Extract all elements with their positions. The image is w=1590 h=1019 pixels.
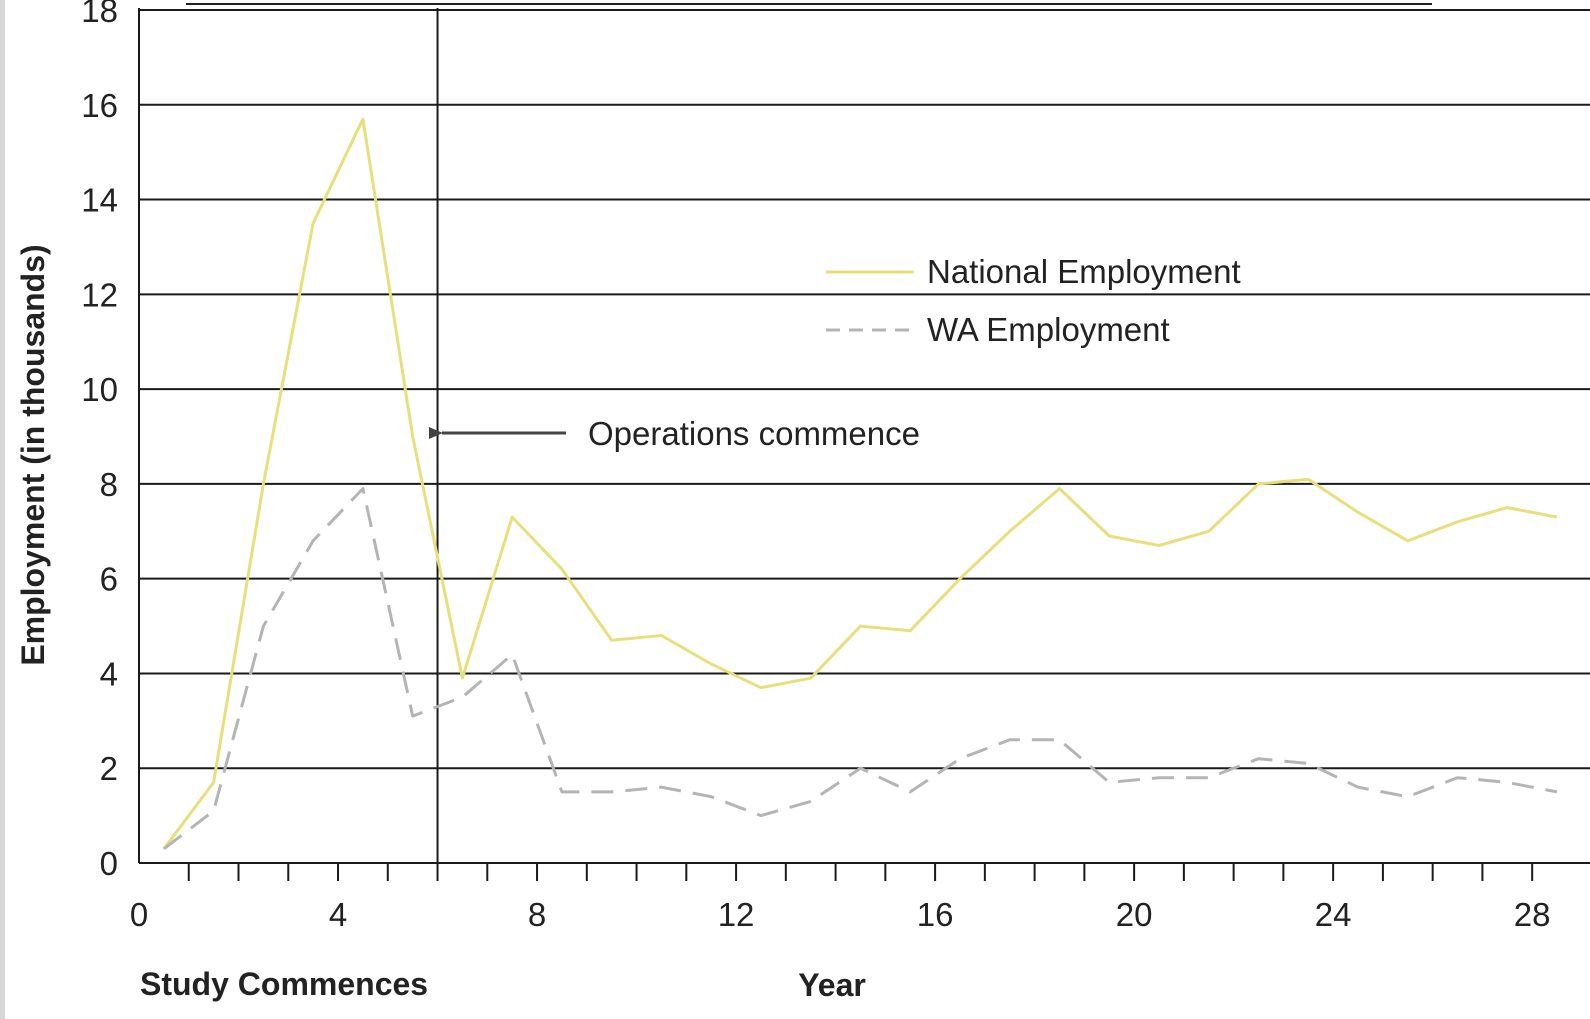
y-tick-label: 18 bbox=[81, 0, 118, 29]
x-tick-label: 16 bbox=[917, 896, 954, 933]
y-tick-label: 2 bbox=[100, 750, 118, 787]
x-tick-label: 4 bbox=[329, 896, 347, 933]
legend: National Employment WA Employment bbox=[826, 253, 1241, 348]
y-tick-label: 12 bbox=[81, 276, 118, 313]
y-tick-label: 0 bbox=[100, 845, 118, 882]
series-lines bbox=[162, 117, 1558, 850]
x-tick-label: 24 bbox=[1315, 896, 1352, 933]
grid-lines bbox=[139, 9, 1590, 770]
y-tick-label: 16 bbox=[81, 87, 118, 124]
study-commences-label: Study Commences bbox=[140, 966, 428, 1002]
series-line-wa bbox=[162, 487, 1558, 850]
y-tick-labels: 0 2 4 6 8 10 12 14 16 18 bbox=[81, 0, 118, 882]
x-tick-labels: 0 4 8 12 16 20 24 28 bbox=[130, 896, 1551, 933]
x-tick-label: 28 bbox=[1514, 896, 1551, 933]
y-tick-label: 6 bbox=[100, 561, 118, 598]
legend-label-national: National Employment bbox=[927, 253, 1241, 290]
y-tick-label: 14 bbox=[81, 182, 118, 219]
operations-annotation: Operations commence bbox=[429, 415, 920, 452]
y-tick-label: 4 bbox=[100, 655, 118, 692]
y-tick-label: 8 bbox=[100, 466, 118, 503]
legend-label-wa: WA Employment bbox=[927, 311, 1170, 348]
y-axis-title: Employment (in thousands) bbox=[15, 244, 51, 665]
axes bbox=[138, 8, 1590, 881]
x-tick-label: 0 bbox=[130, 896, 148, 933]
x-axis-title: Year bbox=[798, 967, 866, 1003]
y-tick-label: 10 bbox=[81, 371, 118, 408]
operations-label: Operations commence bbox=[588, 415, 920, 452]
x-tick-label: 20 bbox=[1116, 896, 1153, 933]
x-tick-label: 8 bbox=[528, 896, 546, 933]
x-tick-label: 12 bbox=[718, 896, 755, 933]
page-left-edge bbox=[0, 0, 5, 1019]
